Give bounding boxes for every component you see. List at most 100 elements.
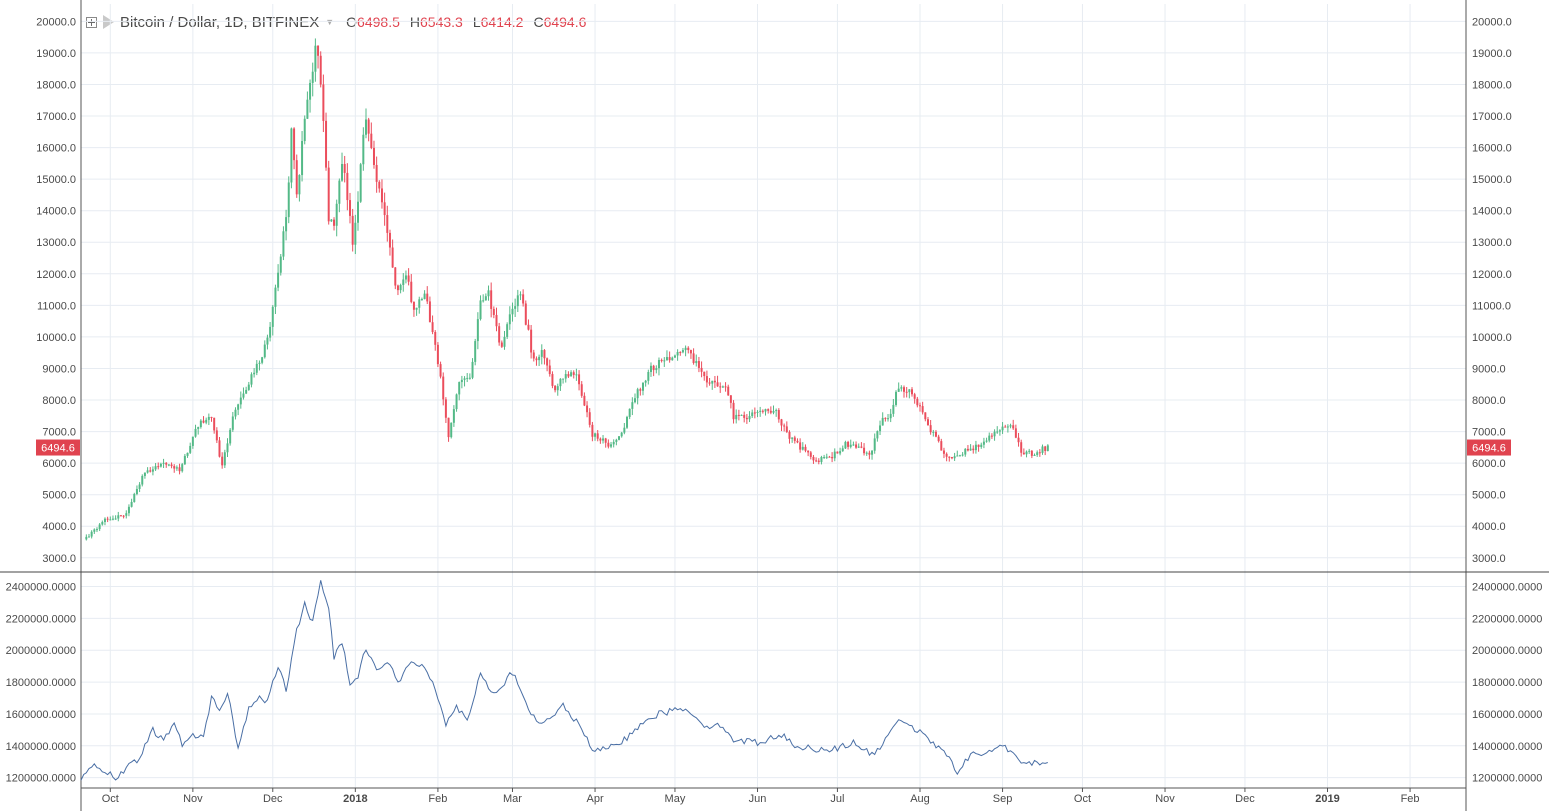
candle-body — [932, 431, 935, 433]
candle-body — [980, 444, 983, 447]
candle-body — [1014, 428, 1017, 438]
candle-body — [812, 456, 815, 461]
x-tick-label: Jul — [830, 793, 844, 805]
candle-body — [157, 466, 160, 468]
candle-body — [639, 389, 642, 391]
candle-body — [895, 391, 898, 405]
indicator-axis-right-label: 1800000.0000 — [1472, 677, 1542, 689]
candle-body — [711, 380, 714, 384]
flag-icon[interactable] — [103, 15, 114, 29]
candle-body — [495, 314, 498, 327]
candle-body — [364, 119, 367, 135]
candle-body — [90, 531, 93, 537]
candle-body — [729, 395, 732, 403]
candle-body — [913, 394, 916, 399]
candle-body — [889, 413, 892, 419]
candle-body — [357, 201, 359, 223]
candle-body — [261, 357, 264, 363]
candle-body — [514, 306, 517, 309]
candle-body — [1033, 454, 1036, 456]
indicator-axis-left-label: 2200000.0000 — [6, 613, 76, 625]
symbol-title[interactable]: Bitcoin / Dollar, 1D, BITFINEX — [120, 13, 320, 31]
candle-body — [966, 448, 969, 451]
candle-body — [559, 378, 562, 387]
price-axis-right-label: 9000.0 — [1472, 363, 1506, 375]
candle-body — [703, 371, 706, 377]
add-compare-icon[interactable] — [86, 16, 97, 28]
price-axis-right-label: 8000.0 — [1472, 395, 1506, 407]
candle-body — [183, 455, 186, 465]
candle-body — [359, 164, 362, 202]
ohlc-close: C6494.6 — [533, 14, 586, 30]
candle-body — [1009, 425, 1012, 427]
chevron-down-icon[interactable]: ▼ — [325, 17, 335, 27]
candle-body — [905, 391, 908, 393]
candle-body — [511, 308, 514, 315]
candle-body — [825, 456, 828, 458]
candle-body — [460, 379, 463, 383]
candle-body — [844, 441, 847, 449]
x-tick-label: May — [665, 793, 686, 805]
candle-body — [223, 452, 226, 466]
candle-body — [713, 380, 716, 383]
candle-body — [135, 488, 138, 495]
indicator-axis-right-label: 2200000.0000 — [1472, 613, 1542, 625]
candle-body — [1022, 452, 1025, 455]
candle-body — [972, 448, 975, 451]
candle-body — [732, 402, 735, 420]
candle-body — [809, 452, 812, 457]
candle-body — [431, 322, 434, 333]
candle-body — [1030, 450, 1033, 456]
candle-body — [847, 441, 850, 447]
candle-body — [564, 374, 567, 379]
candle-body — [977, 444, 980, 447]
candle-body — [101, 522, 104, 525]
x-tick-label: 2019 — [1315, 793, 1339, 805]
candle-body — [207, 416, 210, 420]
price-axis-left-label: 14000.0 — [36, 206, 76, 218]
ohlc-high-value: 6543.3 — [420, 14, 463, 30]
candle-body — [122, 515, 125, 517]
candle-body — [535, 358, 538, 361]
x-tick-label: Feb — [1401, 793, 1420, 805]
candle-body — [221, 456, 224, 466]
candle-body — [263, 344, 266, 358]
candle-body — [956, 455, 959, 457]
indicator-axis-right-label: 1400000.0000 — [1472, 741, 1542, 753]
candle-body — [780, 419, 783, 426]
price-axis-right-label: 18000.0 — [1472, 79, 1512, 91]
candle-body — [333, 219, 336, 226]
x-tick-label: Apr — [586, 793, 603, 805]
price-axis-left-label: 15000.0 — [36, 174, 76, 186]
candle-body — [948, 456, 951, 458]
candle-body — [982, 441, 985, 445]
candle-body — [1004, 426, 1007, 428]
candle-body — [855, 444, 858, 448]
candle-body — [785, 426, 788, 432]
candle-body — [298, 175, 301, 195]
candle-body — [588, 412, 591, 425]
candle-body — [253, 372, 256, 375]
price-axis-right-label: 10000.0 — [1472, 332, 1512, 344]
candle-body — [799, 442, 802, 450]
candle-body — [676, 352, 679, 356]
candle-body — [591, 424, 594, 437]
candle-body — [663, 360, 666, 362]
ohlc-open: O6498.5 — [346, 14, 400, 30]
candle-body — [125, 513, 128, 516]
candle-body — [423, 293, 426, 300]
candle-body — [516, 295, 519, 307]
candle-body — [580, 384, 583, 396]
candle-body — [399, 284, 402, 291]
x-tick-label: Mar — [503, 793, 522, 805]
price-axis-left-label: 8000.0 — [42, 395, 76, 407]
candle-body — [388, 232, 391, 248]
ohlc-low-label: L — [472, 14, 481, 30]
candle-body — [540, 350, 543, 357]
price-axis-left-label: 6000.0 — [42, 458, 76, 470]
candle-body — [873, 438, 876, 451]
candle-body — [452, 409, 455, 423]
price-axis-left-label: 10000.0 — [36, 332, 76, 344]
candle-body — [109, 519, 112, 521]
